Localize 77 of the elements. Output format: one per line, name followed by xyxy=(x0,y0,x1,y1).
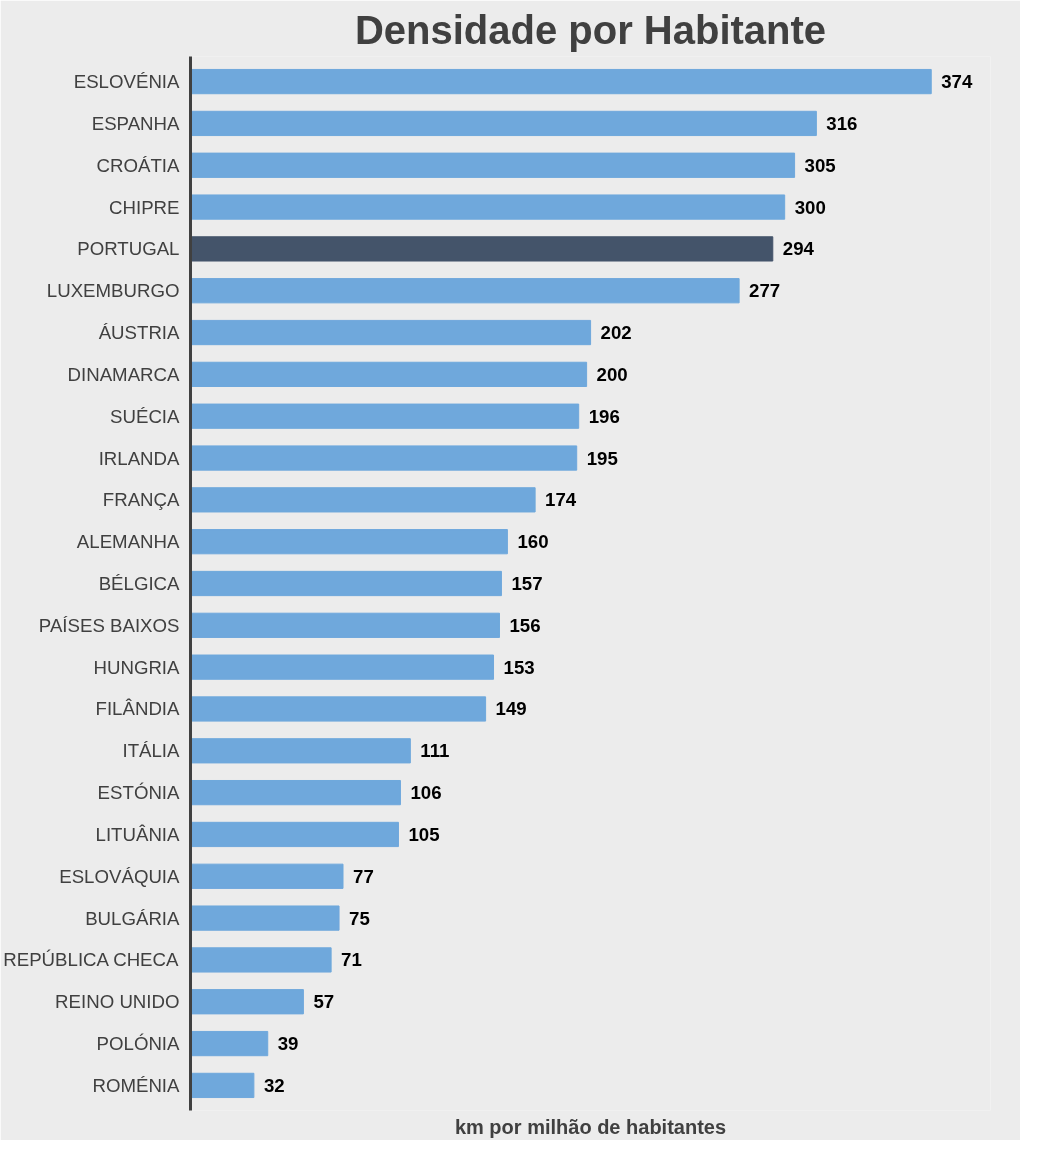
y-tick-label: BULGÁRIA xyxy=(85,907,181,929)
bar xyxy=(190,947,332,973)
bar xyxy=(190,905,340,931)
y-tick-label: FRANÇA xyxy=(102,489,181,511)
data-label: 32 xyxy=(263,1074,285,1096)
bar xyxy=(190,738,411,764)
data-label: 174 xyxy=(545,489,577,511)
y-tick-label: ESPANHA xyxy=(91,112,181,134)
bar xyxy=(190,236,774,262)
y-tick-label: ESTÓNIA xyxy=(97,782,181,804)
data-label: 305 xyxy=(804,154,836,176)
bar xyxy=(190,194,786,220)
bar xyxy=(190,278,740,304)
bar xyxy=(190,361,588,387)
data-label: 75 xyxy=(349,907,370,929)
data-label: 77 xyxy=(353,865,374,887)
bar xyxy=(190,68,932,95)
bar xyxy=(190,445,578,471)
y-tick-label: PAÍSES BAIXOS xyxy=(38,614,180,636)
data-label: 374 xyxy=(941,71,973,93)
bar xyxy=(190,989,304,1015)
data-label: 200 xyxy=(596,363,628,385)
data-label: 149 xyxy=(495,698,527,720)
bar xyxy=(190,110,817,137)
y-tick-label: ROMÉNIA xyxy=(92,1074,181,1096)
bar xyxy=(190,529,508,555)
data-label: 160 xyxy=(517,531,549,553)
bar xyxy=(190,1030,269,1057)
y-tick-label: FILÂNDIA xyxy=(95,698,181,720)
y-tick-label: REINO UNIDO xyxy=(55,991,180,1013)
y-tick-label: REPÚBLICA CHECA xyxy=(3,949,180,971)
bar xyxy=(190,487,536,513)
y-tick-label: HUNGRIA xyxy=(93,656,181,678)
y-tick-label: IRLANDA xyxy=(98,447,181,469)
data-label: 71 xyxy=(341,949,362,971)
data-label: 105 xyxy=(408,823,440,845)
bar xyxy=(190,696,487,722)
chart-title: Densidade por Habitante xyxy=(354,7,827,52)
data-label: 111 xyxy=(420,740,450,762)
y-tick-label: LUXEMBURGO xyxy=(46,280,180,302)
y-tick-label: BÉLGICA xyxy=(98,573,181,594)
y-tick-label: LITUÂNIA xyxy=(95,823,181,845)
bar xyxy=(190,612,500,638)
data-label: 195 xyxy=(586,447,618,469)
data-label: 39 xyxy=(277,1033,299,1055)
y-tick-label: ITÁLIA xyxy=(122,740,181,762)
data-label: 196 xyxy=(588,405,620,427)
y-tick-label: CHIPRE xyxy=(109,196,180,218)
bar xyxy=(190,780,401,806)
bar xyxy=(190,403,580,429)
bar xyxy=(190,821,399,848)
bar xyxy=(190,863,344,889)
bar xyxy=(190,570,502,597)
y-tick-label: POLÓNIA xyxy=(96,1033,181,1055)
data-label: 157 xyxy=(511,573,543,594)
y-tick-label: DINAMARCA xyxy=(67,363,181,385)
y-tick-label: ALEMANHA xyxy=(76,531,181,553)
data-label: 106 xyxy=(410,782,442,804)
data-label: 294 xyxy=(782,238,815,260)
data-label: 316 xyxy=(826,112,858,134)
bar xyxy=(190,152,796,178)
y-tick-label: CROÁTIA xyxy=(96,154,181,176)
bar xyxy=(190,319,592,346)
y-tick-label: ESLOVÉNIA xyxy=(73,71,181,93)
data-label: 57 xyxy=(313,991,335,1013)
data-label: 153 xyxy=(503,656,535,678)
data-label: 277 xyxy=(749,280,781,302)
x-axis-title: km por milhão de habitantes xyxy=(454,1115,727,1138)
y-tick-label: ESLOVÁQUIA xyxy=(59,865,181,887)
bar xyxy=(190,1072,255,1099)
data-label: 202 xyxy=(600,322,632,344)
bar xyxy=(190,654,495,680)
y-tick-label: PORTUGAL xyxy=(77,238,180,260)
data-label: 156 xyxy=(509,614,541,636)
y-tick-label: SUÉCIA xyxy=(110,405,181,427)
y-tick-label: ÁUSTRIA xyxy=(98,322,181,344)
data-label: 300 xyxy=(794,196,826,218)
